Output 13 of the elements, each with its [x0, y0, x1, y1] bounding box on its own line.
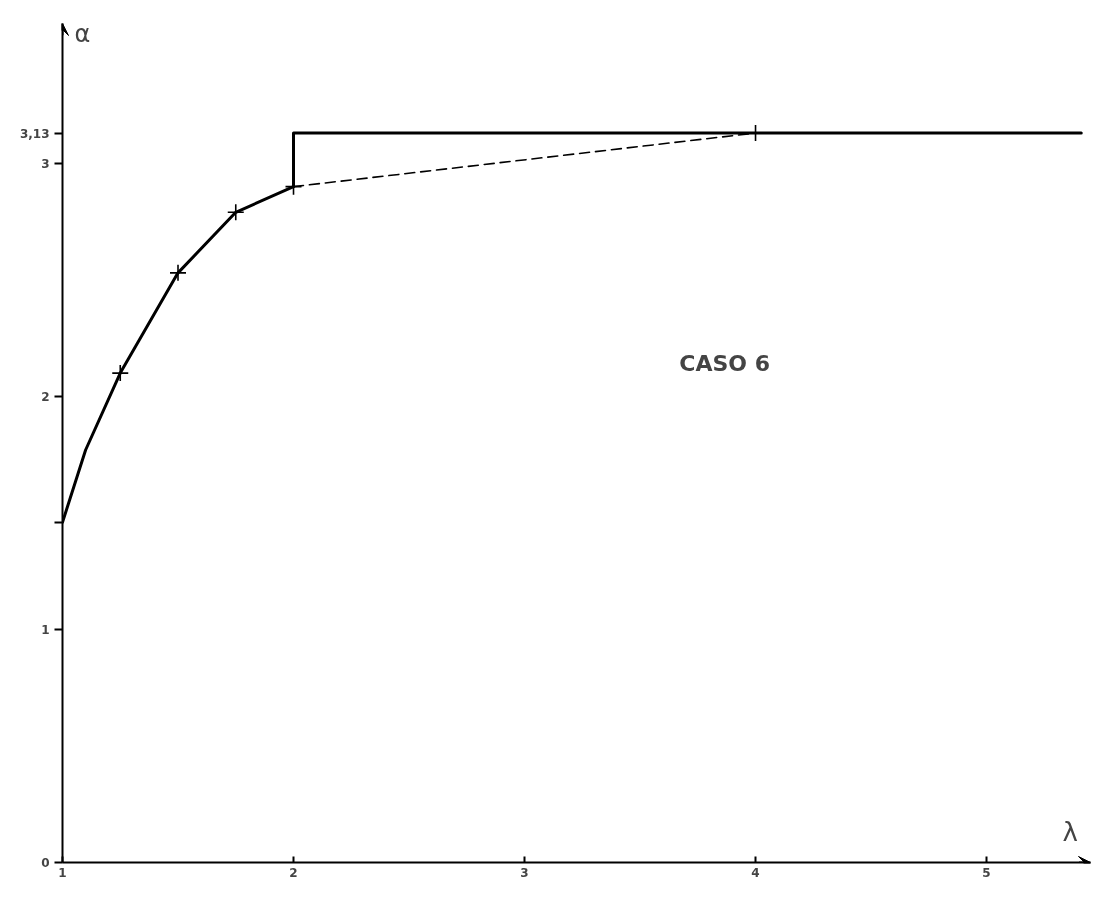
x-tick-label: 3: [520, 865, 529, 880]
y-tick-label: 0: [41, 856, 50, 870]
y-tick-label: 3,13: [19, 126, 50, 141]
x-tick-label: 4: [751, 865, 760, 880]
y-axis-title: α: [74, 19, 91, 48]
y-tick-label: 2: [41, 389, 50, 404]
x-tick-label: 2: [289, 865, 298, 880]
annotation: CASO 6: [679, 350, 770, 376]
y-tick-label: 1: [41, 622, 50, 637]
x-axis-title: λ: [1062, 816, 1078, 847]
x-tick-label: 5: [982, 865, 991, 880]
x-tick-label: 1: [58, 865, 67, 880]
y-tick-label: 3: [41, 156, 50, 171]
